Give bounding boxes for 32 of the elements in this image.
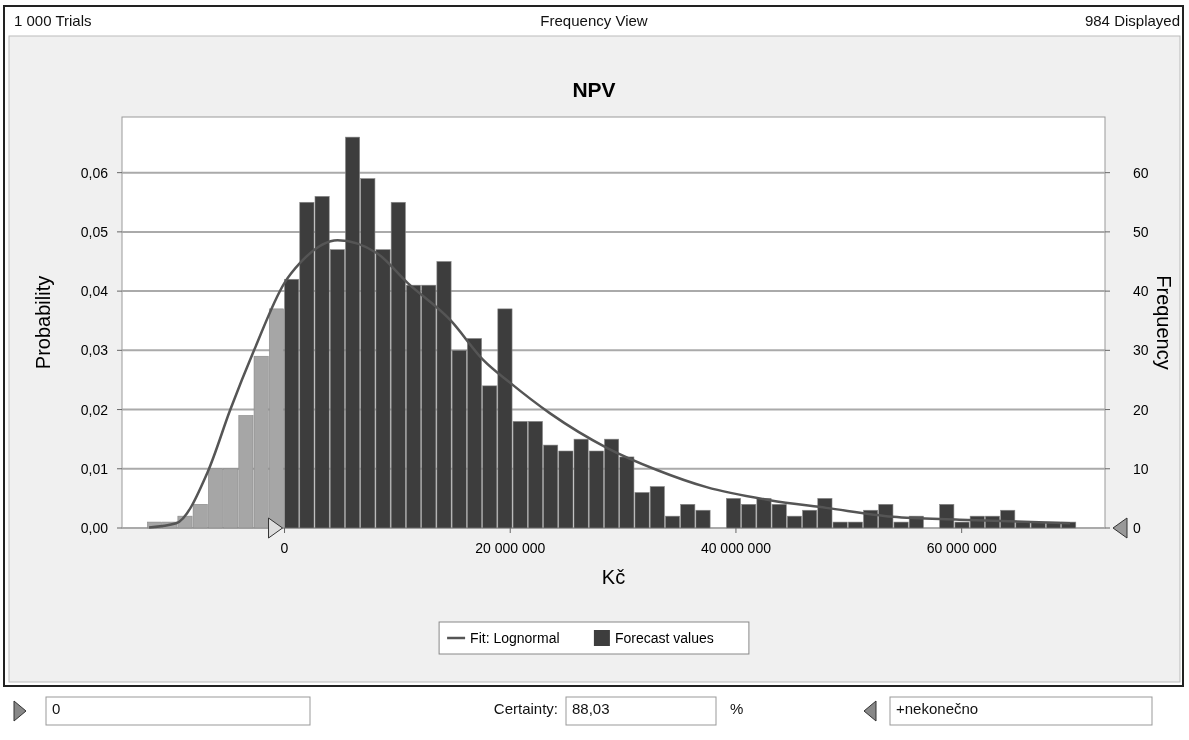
y-axis-title: Probability <box>32 275 54 370</box>
x-tick-label: 60 000 000 <box>926 540 997 556</box>
text: 984 Displayed <box>1084 12 1180 29</box>
y2-tick-label: 20 <box>1133 401 1149 418</box>
x-tick-label: 20 000 000 <box>475 540 546 556</box>
text: 0 <box>52 700 61 717</box>
y-tick-label: 0,00 <box>80 520 109 536</box>
text: +nekonečno <box>896 700 979 717</box>
y2-tick-label: 40 <box>1133 283 1149 300</box>
y-tick-label: 0,05 <box>80 223 109 240</box>
y-tick-label: 0,01 <box>80 460 109 477</box>
text: % <box>730 700 744 717</box>
y-tick-label: 0,04 <box>80 283 109 300</box>
y-tick-label: 0,03 <box>80 342 109 359</box>
x-axis-title: Kč <box>601 566 626 588</box>
legend-label: Fit: Lognormal <box>470 630 560 646</box>
text: Certainty: <box>493 700 558 717</box>
chart-title: NPV <box>572 78 616 101</box>
y2-tick-label: 50 <box>1133 223 1149 240</box>
y2-axis-title: Frequency <box>1153 275 1175 370</box>
x-tick-label: 40 000 000 <box>700 540 772 556</box>
y2-tick-label: 30 <box>1133 342 1149 359</box>
y-tick-label: 0,02 <box>80 401 109 418</box>
text: 1 000 Trials <box>14 12 92 29</box>
text: Frequency View <box>540 12 648 29</box>
y2-tick-label: 10 <box>1133 460 1149 477</box>
y-tick-label: 0,06 <box>80 164 109 181</box>
x-tick-label: 0 <box>280 540 289 556</box>
y2-tick-label: 0 <box>1133 520 1141 536</box>
text: 88,03 <box>572 700 610 717</box>
legend-label: Forecast values <box>614 630 714 646</box>
y2-tick-label: 60 <box>1133 164 1149 181</box>
